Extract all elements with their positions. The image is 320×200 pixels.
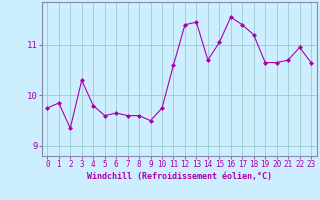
X-axis label: Windchill (Refroidissement éolien,°C): Windchill (Refroidissement éolien,°C) <box>87 172 272 181</box>
